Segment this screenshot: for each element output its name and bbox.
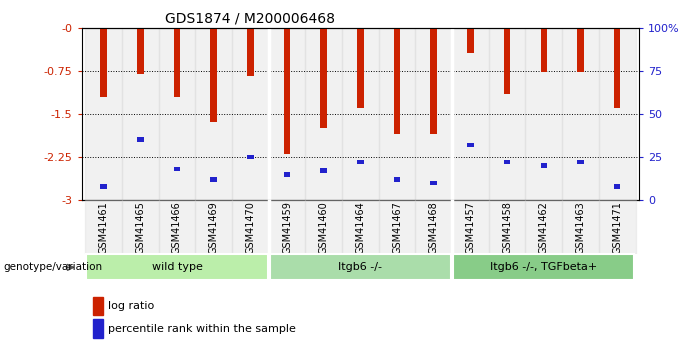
Text: GSM41460: GSM41460 <box>319 201 328 254</box>
Bar <box>305 28 342 200</box>
Text: wild type: wild type <box>152 262 203 272</box>
Text: GSM41469: GSM41469 <box>209 201 219 254</box>
Bar <box>526 200 562 254</box>
Bar <box>122 200 158 254</box>
Bar <box>562 200 599 254</box>
Text: GSM41457: GSM41457 <box>465 201 475 254</box>
Bar <box>562 28 599 200</box>
Bar <box>232 200 269 254</box>
Bar <box>210 28 217 122</box>
Text: GSM41461: GSM41461 <box>99 201 109 254</box>
Bar <box>342 28 379 200</box>
Bar <box>92 297 103 315</box>
Bar <box>232 28 269 200</box>
Bar <box>305 200 342 254</box>
Bar <box>247 28 254 77</box>
Bar <box>452 28 489 200</box>
Bar <box>269 200 305 254</box>
Text: log ratio: log ratio <box>108 301 154 311</box>
Text: genotype/variation: genotype/variation <box>3 263 103 272</box>
Bar <box>284 172 290 177</box>
Bar <box>195 28 232 200</box>
Bar <box>357 28 364 108</box>
Bar <box>122 28 158 200</box>
Text: GSM41468: GSM41468 <box>429 201 439 254</box>
Bar <box>415 200 452 254</box>
Text: percentile rank within the sample: percentile rank within the sample <box>108 324 296 334</box>
Text: GSM41465: GSM41465 <box>135 201 146 254</box>
Text: Itgb6 -/-, TGFbeta+: Itgb6 -/-, TGFbeta+ <box>490 262 598 272</box>
Bar <box>247 155 254 159</box>
Text: GDS1874 / M200006468: GDS1874 / M200006468 <box>165 11 335 25</box>
Bar <box>452 200 489 254</box>
Text: GSM41466: GSM41466 <box>172 201 182 254</box>
Bar <box>430 180 437 185</box>
Text: GSM41471: GSM41471 <box>612 201 622 254</box>
Bar <box>394 177 401 182</box>
Bar <box>357 160 364 165</box>
Bar <box>137 28 143 73</box>
Text: GSM41464: GSM41464 <box>356 201 365 254</box>
Bar <box>541 163 547 168</box>
FancyBboxPatch shape <box>453 254 634 280</box>
Bar <box>137 137 143 142</box>
Bar <box>504 28 511 94</box>
Bar <box>394 28 401 134</box>
Bar <box>173 28 180 97</box>
Bar <box>320 28 327 128</box>
Bar <box>541 28 547 72</box>
Text: GSM41462: GSM41462 <box>539 201 549 254</box>
Bar <box>577 160 584 165</box>
Bar <box>173 167 180 171</box>
Bar <box>342 200 379 254</box>
Bar <box>101 184 107 189</box>
Bar <box>599 200 636 254</box>
Bar <box>504 160 511 165</box>
Bar <box>599 28 636 200</box>
Bar <box>210 177 217 182</box>
Text: GSM41459: GSM41459 <box>282 201 292 254</box>
Bar <box>467 142 474 147</box>
Text: Itgb6 -/-: Itgb6 -/- <box>339 262 382 272</box>
Text: GSM41458: GSM41458 <box>502 201 512 254</box>
Bar <box>415 28 452 200</box>
Bar <box>379 28 415 200</box>
Bar <box>158 200 195 254</box>
Bar <box>467 28 474 53</box>
Text: GSM41470: GSM41470 <box>245 201 256 254</box>
Bar <box>158 28 195 200</box>
Bar <box>85 28 122 200</box>
Bar <box>320 168 327 173</box>
FancyBboxPatch shape <box>270 254 451 280</box>
FancyBboxPatch shape <box>86 254 268 280</box>
Bar <box>269 28 305 200</box>
Bar <box>489 200 526 254</box>
Text: GSM41463: GSM41463 <box>575 201 585 254</box>
Bar <box>85 200 122 254</box>
Bar <box>430 28 437 134</box>
Bar <box>526 28 562 200</box>
Bar <box>614 28 620 108</box>
Bar <box>489 28 526 200</box>
Bar <box>379 200 415 254</box>
Bar <box>101 28 107 97</box>
Bar <box>284 28 290 154</box>
Bar <box>92 319 103 338</box>
Bar <box>614 184 620 189</box>
Text: GSM41467: GSM41467 <box>392 201 402 254</box>
Bar <box>195 200 232 254</box>
Bar <box>577 28 584 72</box>
